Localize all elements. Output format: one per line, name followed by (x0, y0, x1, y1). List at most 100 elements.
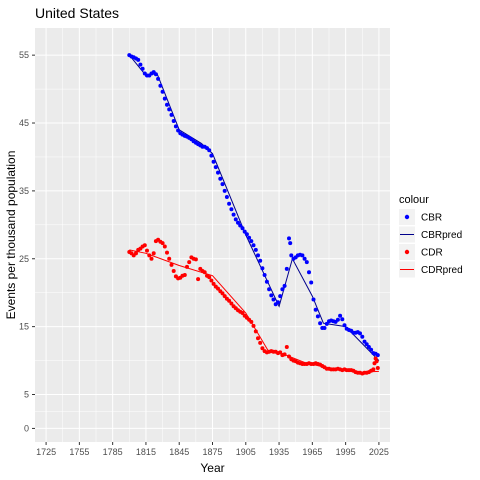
series-cbr-point (207, 148, 212, 153)
x-axis: 1725 1755 1785 1815 1845 1875 1905 1935 1965 1995… (36, 442, 389, 457)
grid-major (35, 28, 390, 442)
y-tick-label: 5 (24, 389, 29, 399)
series-cbr-point (300, 253, 305, 258)
x-tick-label: 1965 (302, 447, 322, 457)
series-cbr-point (318, 321, 323, 326)
x-tick-label: 1875 (202, 447, 222, 457)
x-tick-label: 1815 (136, 447, 156, 457)
series-cbr-point (342, 323, 347, 328)
y-tick-label: 45 (19, 118, 29, 128)
series-cbr-point (249, 239, 254, 244)
series-cbr-point (324, 321, 329, 326)
series-cdr-point (207, 275, 212, 280)
series-cbr-point (309, 280, 314, 285)
series-cdr-point (151, 251, 156, 256)
series-cbr-point (271, 297, 276, 302)
series-cbr-point (362, 339, 367, 344)
series-cbr-point (238, 223, 243, 228)
y-tick-label: 0 (24, 423, 29, 433)
series-cbr-point (364, 342, 369, 347)
series-cdr-point (258, 340, 263, 345)
series-cdr-point (374, 359, 379, 364)
series-cdr-point (371, 367, 376, 372)
series-cbr-point (289, 253, 294, 258)
series-cdr-point (287, 354, 291, 359)
series-cbr-point (231, 212, 236, 217)
x-tick-label: 1995 (336, 447, 356, 457)
series-cbr-point (160, 89, 165, 94)
series-cbr-point (244, 232, 249, 237)
series-cdr-point (187, 260, 192, 265)
series-cbr-point (240, 226, 245, 231)
series-cbr-point (229, 207, 234, 212)
legend-swatch-cbr (404, 214, 410, 220)
series-cbr-point (302, 256, 307, 261)
series-cbr-point (216, 170, 220, 175)
series-cbr-point (264, 279, 269, 284)
series-cbr-point (282, 283, 287, 288)
series-cdr-point (229, 301, 234, 306)
series-cbr-point (258, 258, 263, 263)
series-cbr-point (218, 176, 223, 181)
series-cbr-point (156, 76, 161, 81)
series-cdr-point (185, 264, 189, 269)
y-tick-label: 15 (19, 322, 29, 332)
x-tick-label: 1905 (236, 447, 256, 457)
series-cdr-point (227, 298, 232, 303)
legend-title: colour (399, 194, 429, 206)
series-cbr-point (307, 270, 311, 275)
series-cbr-point (211, 159, 216, 164)
series-cbr-point (366, 345, 371, 349)
x-tick-label: 1845 (169, 447, 189, 457)
x-tick-label: 2025 (369, 447, 389, 457)
series-cbr-point (140, 66, 145, 71)
series-cbr-point (138, 62, 143, 67)
series-cdr-point (171, 269, 176, 273)
legend: colour CBR CBRpred CDR CDRpred (399, 194, 463, 278)
series-cbr-point (311, 297, 316, 302)
series-cdr-point (193, 257, 198, 262)
series-cbr-point (322, 326, 327, 330)
y-tick-label: 55 (19, 50, 29, 60)
y-tick-label: 25 (19, 254, 29, 264)
series-cbr-point (276, 300, 280, 305)
series-cbr-point (165, 102, 169, 107)
series-cdr-point (278, 350, 283, 355)
series-cdr-point (149, 256, 154, 261)
series-cdr-point (160, 241, 165, 246)
series-cbr-point (278, 294, 283, 299)
series-cdr-point (147, 253, 152, 258)
series-cdr-point (375, 366, 380, 370)
series-cdr-point (202, 270, 207, 275)
series-cbr-point (171, 119, 176, 123)
series-cbr-point (340, 317, 345, 322)
legend-label-cbrpred: CBRpred (421, 230, 462, 241)
series-cbr-point (233, 217, 238, 222)
data-points (127, 53, 380, 376)
y-tick-label: 35 (19, 186, 29, 196)
series-cbr-point (369, 347, 374, 352)
series-cbr-point (287, 236, 291, 241)
series-cbr-point (209, 153, 214, 158)
legend-label-cdrpred: CDRpred (421, 265, 463, 276)
series-cbr-point (136, 57, 141, 62)
x-axis-title: Year (200, 461, 224, 475)
series-cbr-point (162, 96, 167, 101)
series-cbr-point (227, 201, 232, 206)
series-cdr-point (209, 278, 214, 283)
series-cdr-point (145, 248, 149, 253)
series-cdr-point (220, 291, 225, 296)
series-cbr-point (256, 253, 260, 258)
series-cbr-point (288, 241, 293, 246)
series-cbr-point (315, 314, 320, 319)
series-cbr-point (213, 165, 218, 170)
y-axis-title: Events per thousand population (4, 151, 18, 320)
series-cbr-point (267, 287, 272, 292)
series-cdr-point (249, 319, 254, 324)
legend-swatch-cdr (404, 249, 410, 255)
chart-title: United States (35, 5, 119, 21)
series-cdr-point (169, 262, 174, 267)
series-cbr-point (173, 124, 178, 129)
series-cdr-point (240, 311, 245, 315)
series-cdr-point (142, 243, 147, 248)
